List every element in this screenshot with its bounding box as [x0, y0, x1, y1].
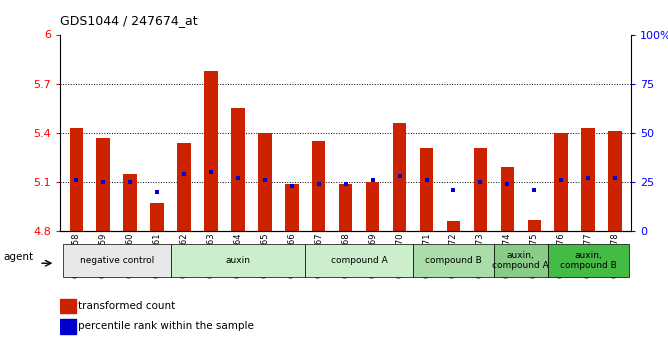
Bar: [312, 141, 325, 231]
Bar: [339, 184, 353, 231]
Point: [421, 177, 432, 183]
Bar: [447, 221, 460, 231]
Point: [206, 169, 216, 175]
Bar: [96, 138, 110, 231]
Bar: [554, 133, 568, 231]
Text: GDS1044 / 247674_at: GDS1044 / 247674_at: [60, 14, 198, 27]
Point: [179, 171, 190, 177]
Point: [582, 175, 593, 181]
Bar: [204, 71, 218, 231]
Point: [448, 187, 459, 193]
Point: [287, 183, 297, 189]
Point: [71, 177, 81, 183]
Text: negative control: negative control: [79, 256, 154, 265]
Bar: [413, 244, 494, 277]
Point: [475, 179, 486, 185]
Bar: [420, 148, 434, 231]
Bar: [231, 108, 244, 231]
Bar: [494, 244, 548, 277]
Point: [529, 187, 540, 193]
Bar: [500, 167, 514, 231]
Bar: [305, 244, 413, 277]
Bar: [60, 319, 75, 334]
Text: compound A: compound A: [331, 256, 387, 265]
Point: [98, 179, 109, 185]
Point: [340, 181, 351, 187]
Point: [152, 189, 162, 195]
Bar: [285, 184, 299, 231]
Text: compound B: compound B: [425, 256, 482, 265]
Text: transformed count: transformed count: [78, 301, 176, 311]
Text: percentile rank within the sample: percentile rank within the sample: [78, 322, 255, 332]
Bar: [393, 123, 406, 231]
Point: [232, 175, 243, 181]
Bar: [548, 244, 629, 277]
Bar: [63, 244, 170, 277]
Bar: [609, 131, 622, 231]
Point: [556, 177, 566, 183]
Bar: [177, 143, 191, 231]
Text: agent: agent: [3, 252, 33, 262]
Bar: [366, 182, 379, 231]
Point: [260, 177, 271, 183]
Bar: [150, 203, 164, 231]
Point: [502, 181, 512, 187]
Bar: [124, 174, 137, 231]
Bar: [170, 244, 305, 277]
Point: [313, 181, 324, 187]
Bar: [69, 128, 83, 231]
Point: [367, 177, 378, 183]
Bar: [60, 299, 75, 313]
Bar: [258, 133, 272, 231]
Point: [394, 173, 405, 179]
Text: auxin,
compound B: auxin, compound B: [560, 251, 617, 270]
Bar: [581, 128, 595, 231]
Point: [610, 175, 621, 181]
Point: [125, 179, 136, 185]
Text: auxin: auxin: [225, 256, 250, 265]
Bar: [528, 220, 541, 231]
Bar: [474, 148, 487, 231]
Text: auxin,
compound A: auxin, compound A: [492, 251, 549, 270]
